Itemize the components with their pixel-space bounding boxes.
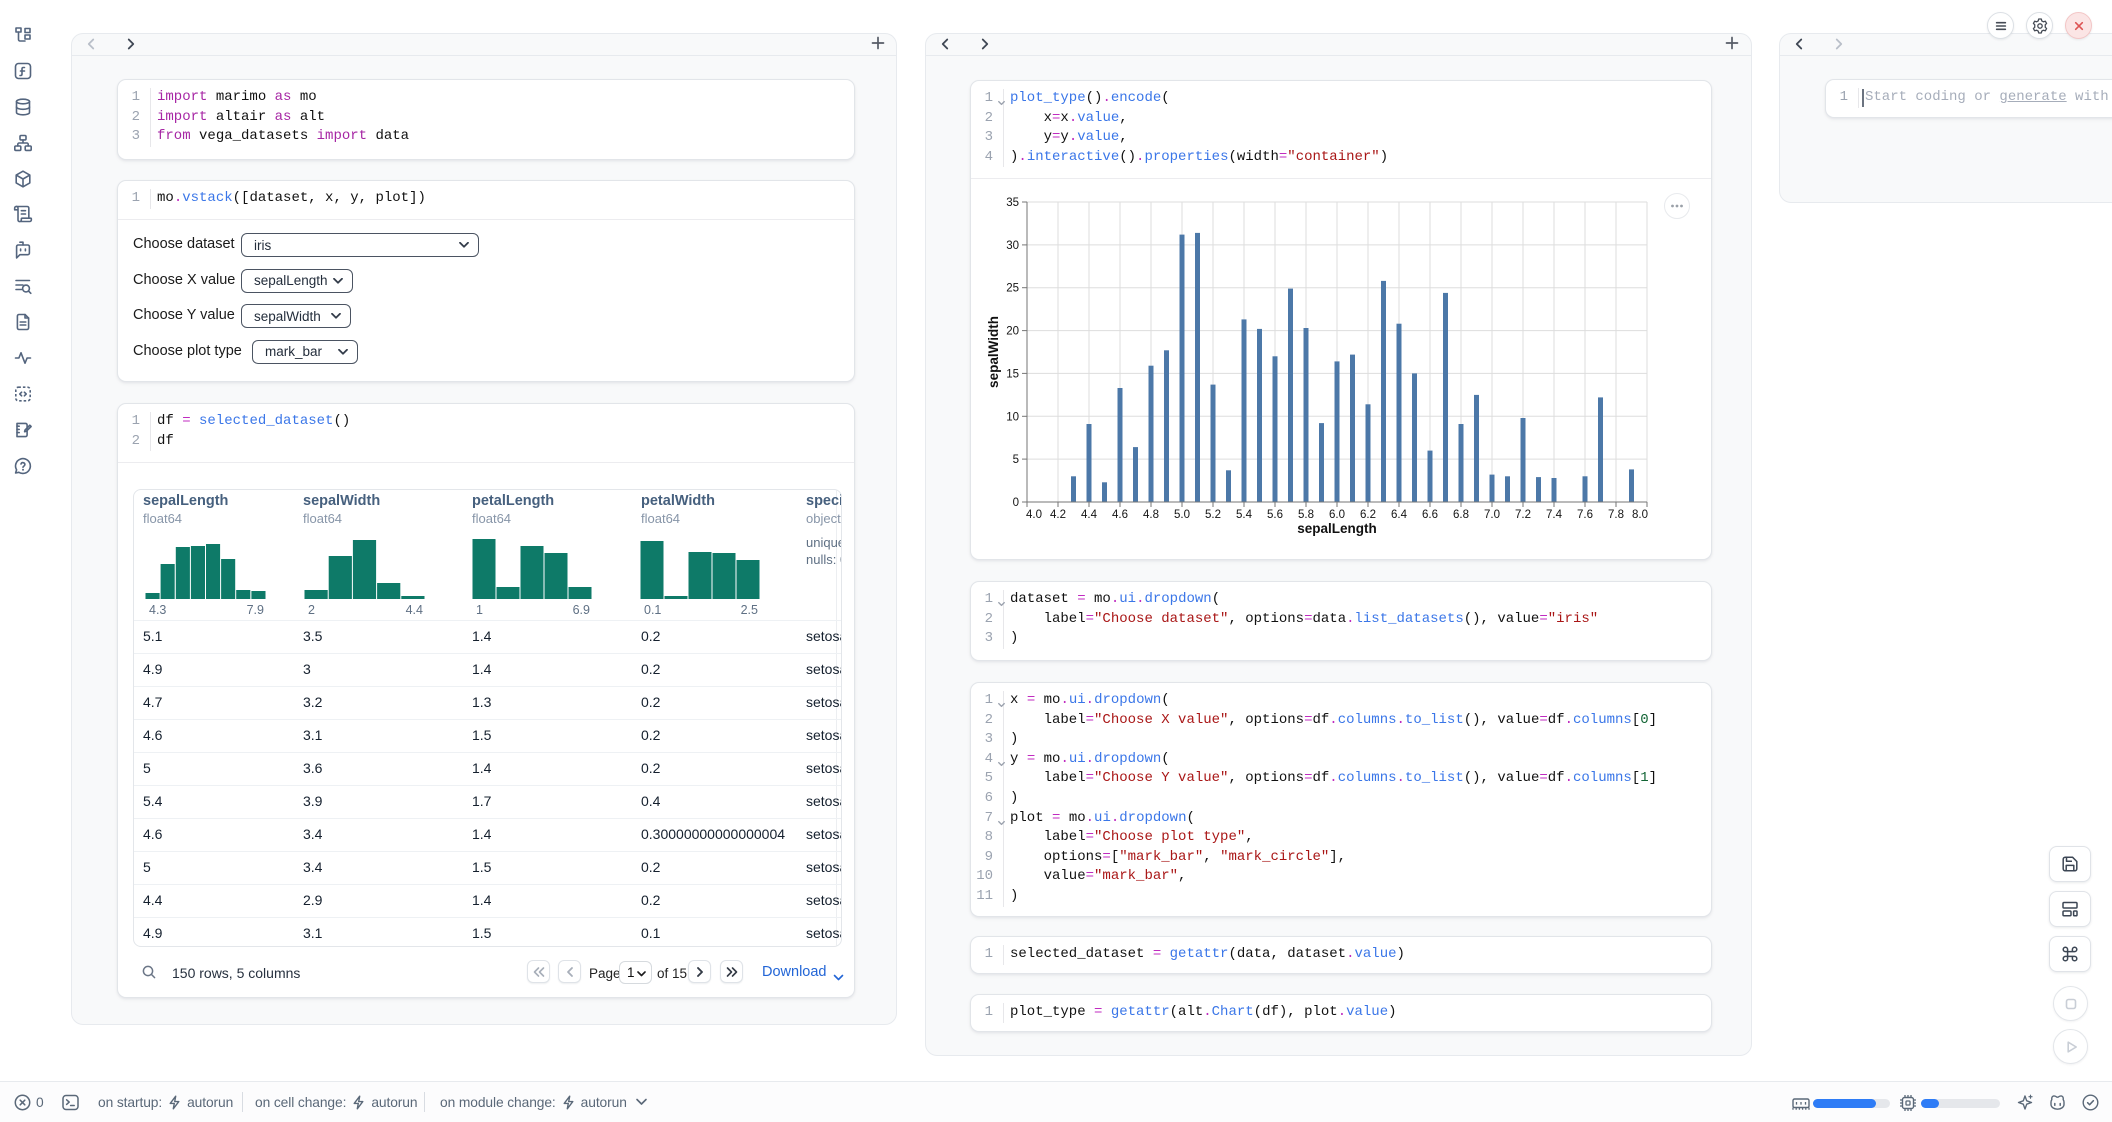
svg-text:5.6: 5.6 <box>1267 509 1283 521</box>
svg-text:35: 35 <box>1006 197 1019 209</box>
svg-text:7.6: 7.6 <box>1577 509 1593 521</box>
svg-text:6.2: 6.2 <box>1360 509 1376 521</box>
svg-text:6.6: 6.6 <box>1422 509 1438 521</box>
svg-text:10: 10 <box>1006 411 1019 423</box>
svg-text:5.4: 5.4 <box>1236 509 1253 521</box>
svg-text:0: 0 <box>1013 497 1019 509</box>
svg-text:5.2: 5.2 <box>1205 509 1221 521</box>
svg-text:7.2: 7.2 <box>1515 509 1531 521</box>
svg-text:5.8: 5.8 <box>1298 509 1314 521</box>
svg-text:4.6: 4.6 <box>1112 509 1128 521</box>
svg-text:30: 30 <box>1006 240 1019 252</box>
svg-text:20: 20 <box>1006 326 1019 338</box>
svg-text:4.0: 4.0 <box>1026 509 1042 521</box>
svg-text:4.4: 4.4 <box>1081 509 1098 521</box>
svg-text:6.4: 6.4 <box>1391 509 1408 521</box>
svg-text:8.0: 8.0 <box>1632 509 1648 521</box>
svg-text:25: 25 <box>1006 283 1019 295</box>
svg-text:6.8: 6.8 <box>1453 509 1469 521</box>
svg-text:7.0: 7.0 <box>1484 509 1500 521</box>
svg-text:7.8: 7.8 <box>1608 509 1624 521</box>
svg-text:4.2: 4.2 <box>1050 509 1066 521</box>
svg-text:15: 15 <box>1006 368 1019 380</box>
svg-text:7.4: 7.4 <box>1546 509 1563 521</box>
svg-text:sepalWidth: sepalWidth <box>986 316 1001 388</box>
svg-text:6.0: 6.0 <box>1329 509 1345 521</box>
svg-text:4.8: 4.8 <box>1143 509 1159 521</box>
svg-text:5.0: 5.0 <box>1174 509 1190 521</box>
svg-text:sepalLength: sepalLength <box>1297 521 1377 536</box>
svg-text:5: 5 <box>1013 454 1019 466</box>
